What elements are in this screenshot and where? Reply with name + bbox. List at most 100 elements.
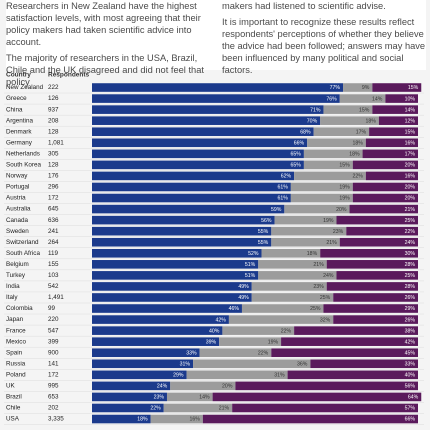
value-label: 18% bbox=[352, 140, 363, 146]
bar-segment bbox=[303, 160, 353, 170]
respondents-label: 119 bbox=[48, 250, 59, 257]
value-label: 18% bbox=[307, 251, 318, 257]
bar-segment bbox=[92, 127, 314, 137]
value-label: 51% bbox=[245, 262, 256, 268]
value-label: 22% bbox=[258, 350, 269, 356]
bar-segment bbox=[333, 315, 418, 324]
bar-segment bbox=[92, 337, 220, 346]
bar-segment bbox=[369, 127, 418, 137]
bar-segment bbox=[222, 326, 295, 335]
bar-segment bbox=[92, 237, 272, 247]
bar-segment bbox=[92, 83, 344, 92]
bar-segment bbox=[92, 293, 252, 302]
value-label: 18% bbox=[365, 118, 376, 124]
paragraph: It is important to recognize these resul… bbox=[222, 17, 426, 75]
country-label: Norway bbox=[6, 173, 28, 180]
bar-segment bbox=[378, 116, 418, 125]
value-label: 29% bbox=[405, 306, 416, 312]
bar-segment bbox=[92, 226, 272, 236]
country-label: India bbox=[6, 283, 20, 290]
country-label: Sweden bbox=[6, 228, 29, 235]
value-label: 23% bbox=[333, 229, 344, 235]
bar-segment bbox=[241, 304, 324, 313]
value-label: 22% bbox=[281, 328, 292, 334]
respondents-label: 172 bbox=[48, 371, 59, 378]
bar-segment bbox=[92, 403, 164, 413]
country-label: Greece bbox=[6, 95, 27, 102]
value-label: 76% bbox=[326, 96, 337, 102]
country-label: South Africa bbox=[6, 250, 40, 257]
respondents-label: 542 bbox=[48, 283, 59, 290]
bar-segment bbox=[336, 215, 418, 225]
bar-segment bbox=[170, 381, 236, 391]
bar-segment bbox=[92, 304, 242, 313]
value-label: 42% bbox=[405, 339, 416, 345]
bar-segment bbox=[372, 83, 422, 92]
value-label: 40% bbox=[405, 373, 416, 379]
value-label: 32% bbox=[320, 317, 331, 323]
value-label: 14% bbox=[372, 96, 383, 102]
respondents-label: 176 bbox=[48, 173, 59, 180]
respondents-label: 172 bbox=[48, 195, 59, 202]
bar-segment bbox=[352, 193, 418, 203]
country-label: Switzerland bbox=[6, 239, 39, 246]
value-label: 18% bbox=[349, 152, 360, 158]
value-label: 28% bbox=[405, 284, 416, 290]
value-label: 17% bbox=[405, 152, 416, 158]
country-label: USA bbox=[6, 416, 20, 423]
value-label: 71% bbox=[310, 107, 321, 113]
column-header: Country bbox=[6, 72, 31, 79]
bar-segment bbox=[320, 116, 379, 125]
value-label: 19% bbox=[339, 196, 350, 202]
value-label: 28% bbox=[405, 262, 416, 268]
value-label: 26% bbox=[405, 295, 416, 301]
value-label: 21% bbox=[313, 262, 324, 268]
country-label: Chile bbox=[6, 405, 21, 412]
value-label: 31% bbox=[274, 373, 285, 379]
bar-segment bbox=[186, 370, 288, 380]
value-label: 46% bbox=[229, 306, 240, 312]
value-label: 65% bbox=[291, 163, 302, 169]
country-label: Italy bbox=[6, 294, 18, 301]
bar-segment bbox=[284, 204, 350, 214]
right-column: makers had listened to scientific advise… bbox=[222, 0, 426, 75]
bar-segment bbox=[166, 392, 213, 402]
value-label: 9% bbox=[362, 85, 370, 91]
value-label: 25% bbox=[310, 306, 321, 312]
bar-segment bbox=[235, 381, 418, 391]
bar-segment bbox=[193, 359, 311, 369]
value-label: 64% bbox=[408, 395, 419, 401]
bar-segment bbox=[343, 83, 373, 92]
bar-segment bbox=[163, 403, 233, 413]
country-label: New Zealand bbox=[6, 84, 44, 91]
value-label: 17% bbox=[356, 129, 367, 135]
value-label: 49% bbox=[238, 284, 249, 290]
value-label: 30% bbox=[405, 251, 416, 257]
bar-segment bbox=[251, 293, 334, 302]
bar-segment bbox=[290, 182, 353, 192]
country-label: Spain bbox=[6, 349, 23, 356]
value-label: 61% bbox=[277, 196, 288, 202]
value-label: 55% bbox=[258, 229, 269, 235]
value-label: 15% bbox=[405, 129, 416, 135]
country-label: Colombia bbox=[6, 305, 33, 312]
respondents-label: 128 bbox=[48, 128, 59, 135]
respondents-label: 296 bbox=[48, 184, 59, 191]
country-label: Poland bbox=[6, 371, 26, 378]
bar-segment bbox=[92, 326, 223, 335]
value-label: 51% bbox=[245, 273, 256, 279]
bar-segment bbox=[290, 193, 353, 203]
country-label: Austria bbox=[6, 195, 26, 202]
value-label: 19% bbox=[323, 218, 334, 224]
bar-segment bbox=[339, 94, 386, 103]
bar-segment bbox=[365, 171, 418, 181]
bar-segment bbox=[261, 248, 321, 258]
value-label: 70% bbox=[307, 118, 318, 124]
country-label: UK bbox=[6, 383, 16, 390]
country-label: Brazil bbox=[6, 394, 22, 401]
value-label: 52% bbox=[248, 251, 259, 257]
value-label: 31% bbox=[180, 361, 191, 367]
bar-segment bbox=[92, 94, 340, 103]
